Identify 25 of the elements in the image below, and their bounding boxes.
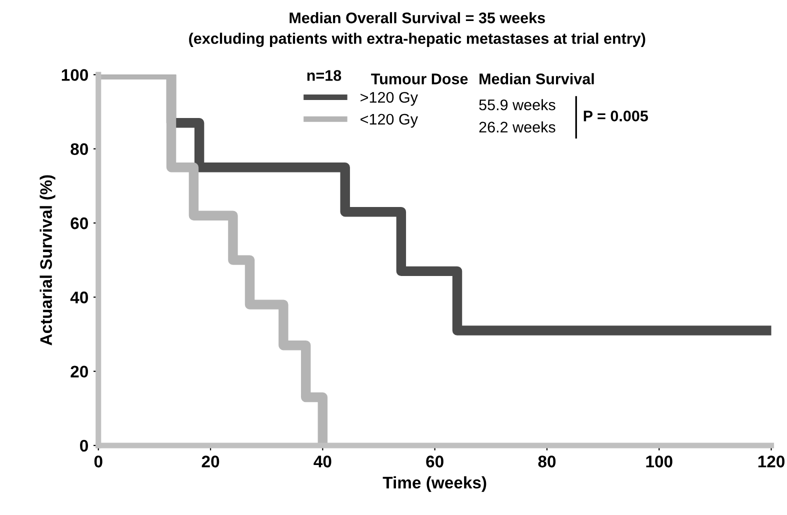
x-tick-label: 60	[426, 456, 444, 468]
x-tick-label: 80	[538, 456, 556, 468]
annotation: P = 0.005	[584, 110, 648, 122]
annotation: Tumour Dose	[371, 74, 468, 84]
x-axis-title: Time (weeks)	[382, 476, 486, 492]
y-tick-label: 20	[70, 366, 88, 378]
legend-label: <120 Gy	[360, 114, 418, 128]
legend-title: n=18	[307, 70, 342, 81]
x-tick-label: 0	[94, 456, 102, 468]
x-tick-label: 120	[758, 456, 784, 468]
annotation: Median Survival	[480, 73, 594, 84]
y-tick-label: 60	[70, 217, 88, 230]
x-tick-label: 40	[314, 456, 332, 468]
x-tick-label: 100	[646, 456, 672, 468]
x-tick-label: 20	[202, 456, 220, 468]
legend-label: >120 Gy	[360, 92, 418, 106]
y-axis-title: Actuarial Survival (%)	[40, 175, 56, 346]
y-tick-label: 40	[70, 292, 88, 304]
annotation: 55.9 weeks	[479, 99, 556, 110]
y-tick-label: 0	[80, 440, 88, 452]
y-tick-label: 80	[70, 143, 88, 156]
chart-subtitle: (excluding patients with extra-hepatic metastases at trial entry)	[189, 32, 646, 48]
annotation: 26.2 weeks	[479, 121, 556, 133]
y-tick-label: 100	[62, 69, 88, 81]
chart-title: Median Overall Survival = 35 weeks	[290, 12, 545, 24]
